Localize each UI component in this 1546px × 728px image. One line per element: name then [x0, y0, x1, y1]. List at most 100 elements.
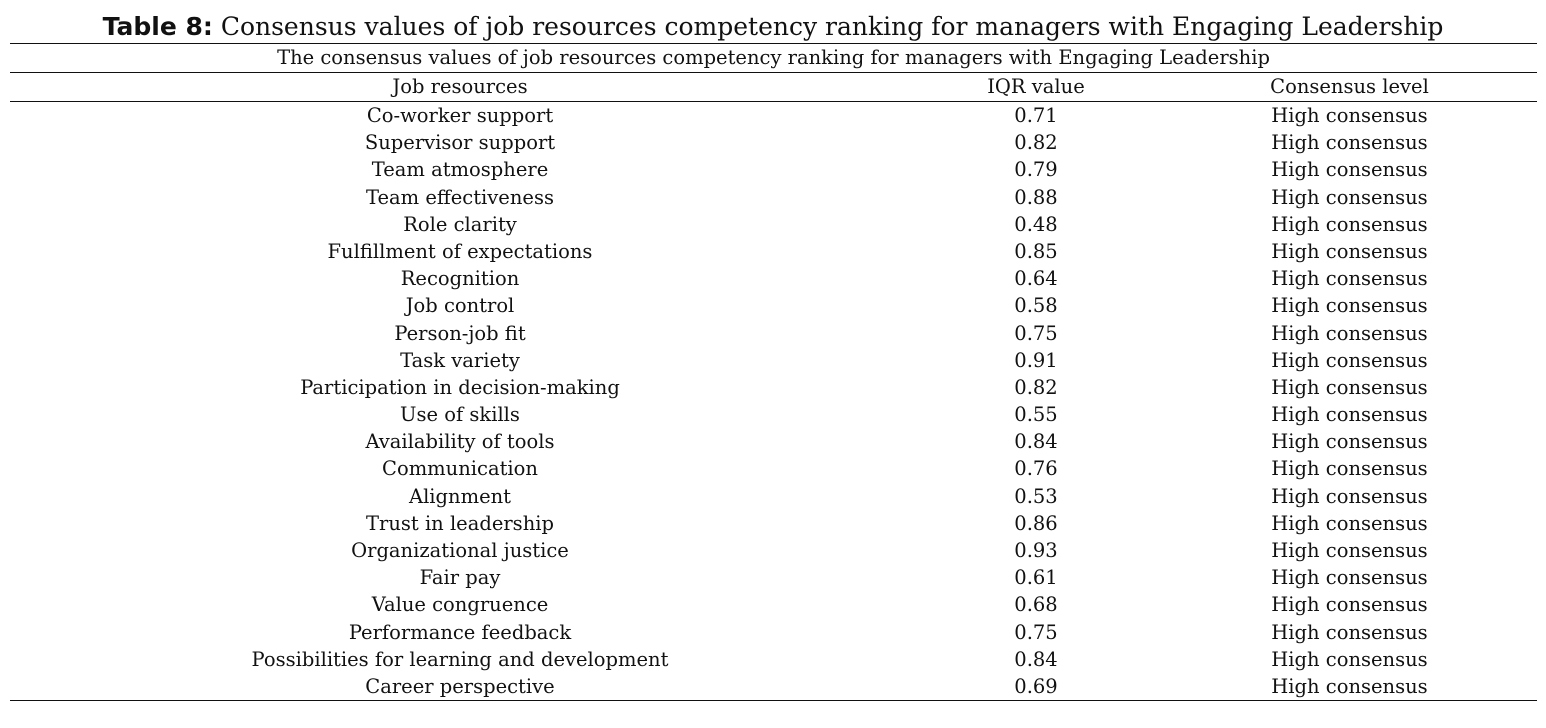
consensus-level-cell: High consensus [1271, 375, 1428, 399]
iqr-value-cell: 0.82 [1014, 375, 1058, 399]
job-resource-cell: Job control [405, 294, 515, 318]
consensus-level-cell: High consensus [1271, 104, 1428, 127]
job-resource-cell: Alignment [408, 484, 512, 508]
job-resource-cell: Fulfillment of expectations [327, 239, 593, 263]
consensus-level-cell: High consensus [1271, 511, 1428, 535]
consensus-level-cell: High consensus [1271, 430, 1428, 454]
iqr-value-cell: 0.69 [1014, 674, 1058, 698]
table-caption-text: Consensus values of job resources compet… [212, 12, 1444, 41]
iqr-value-cell: 0.84 [1014, 647, 1058, 671]
iqr-value-cell: 0.68 [1014, 593, 1058, 617]
table-row: Availability of tools 0.84 High consensus [10, 428, 1537, 455]
table-row: Job control 0.58 High consensus [10, 292, 1537, 319]
table-body: Co-worker support 0.71 High consensus Super… [10, 102, 1537, 700]
consensus-level-cell: High consensus [1271, 185, 1428, 209]
iqr-value-cell: 0.76 [1014, 457, 1058, 481]
job-resource-cell: Team effectiveness [366, 185, 554, 209]
header-consensus-level: Consensus level [1270, 75, 1429, 98]
iqr-value-cell: 0.61 [1014, 566, 1058, 590]
job-resource-cell: Supervisor support [364, 131, 556, 155]
subtitle-rule [10, 72, 1537, 73]
consensus-level-cell: High consensus [1271, 674, 1428, 698]
table-row: Value congruence 0.68 High consensus [10, 591, 1537, 618]
iqr-value-cell: 0.75 [1014, 620, 1058, 644]
iqr-value-cell: 0.93 [1014, 539, 1058, 562]
table-row: Possibilities for learning and developme… [10, 646, 1537, 673]
job-resource-cell: Use of skills [400, 403, 520, 427]
consensus-level-cell: High consensus [1271, 539, 1428, 562]
job-resource-cell: Performance feedback [348, 620, 572, 644]
job-resource-cell: Task variety [400, 348, 520, 372]
table-row: Alignment 0.53 High consensus [10, 483, 1537, 510]
job-resource-cell: Participation in decision-making [300, 375, 620, 399]
consensus-level-cell: High consensus [1271, 212, 1428, 236]
iqr-value-cell: 0.53 [1014, 484, 1058, 508]
consensus-table: The consensus values of job resources co… [10, 43, 1537, 702]
table-row: Participation in decision-making 0.82 High… [10, 374, 1537, 401]
iqr-value-cell: 0.86 [1014, 511, 1058, 535]
job-resource-cell: Co-worker support [366, 104, 554, 127]
consensus-level-cell: High consensus [1271, 131, 1428, 155]
consensus-level-cell: High consensus [1271, 348, 1428, 372]
iqr-value-cell: 0.85 [1014, 239, 1058, 263]
job-resource-cell: Possibilities for learning and developme… [251, 647, 669, 671]
iqr-value-cell: 0.88 [1014, 185, 1058, 209]
table-caption: Table 8: Consensus values of job resourc… [0, 10, 1546, 44]
iqr-value-cell: 0.79 [1014, 158, 1058, 182]
consensus-level-cell: High consensus [1271, 620, 1428, 644]
table-row: Fair pay 0.61 High consensus [10, 564, 1537, 591]
header-iqr-value: IQR value [987, 75, 1085, 98]
job-resource-cell: Career perspective [365, 674, 555, 698]
job-resource-cell: Person-job fit [394, 321, 526, 345]
table-row: Communication 0.76 High consensus [10, 455, 1537, 482]
iqr-value-cell: 0.82 [1014, 131, 1058, 155]
table-row: Recognition 0.64 High consensus [10, 265, 1537, 292]
job-resource-cell: Recognition [400, 267, 520, 291]
table-row: Organizational justice 0.93 High consensus [10, 537, 1537, 564]
table-row: Team atmosphere 0.79 High consensus [10, 156, 1537, 183]
table-caption-label: Table 8: [102, 12, 213, 41]
iqr-value-cell: 0.91 [1014, 348, 1058, 372]
consensus-level-cell: High consensus [1271, 647, 1428, 671]
iqr-value-cell: 0.55 [1014, 403, 1058, 427]
table-row: Team effectiveness 0.88 High consensus [10, 184, 1537, 211]
job-resource-cell: Role clarity [403, 212, 517, 236]
job-resource-cell: Communication [382, 457, 538, 481]
table-bottom-rule [10, 700, 1537, 702]
table-row: Fulfillment of expectations 0.85 High cons… [10, 238, 1537, 265]
job-resource-cell: Team atmosphere [371, 158, 549, 182]
table-row: Task variety 0.91 High consensus [10, 347, 1537, 374]
iqr-value-cell: 0.64 [1014, 267, 1058, 291]
iqr-value-cell: 0.84 [1014, 430, 1058, 454]
consensus-level-cell: High consensus [1271, 321, 1428, 345]
iqr-value-cell: 0.71 [1014, 104, 1058, 127]
table-subtitle: The consensus values of job resources co… [277, 46, 1270, 69]
consensus-level-cell: High consensus [1271, 484, 1428, 508]
iqr-value-cell: 0.58 [1014, 294, 1058, 318]
table-row: Role clarity 0.48 High consensus [10, 211, 1537, 238]
consensus-level-cell: High consensus [1271, 403, 1428, 427]
consensus-level-cell: High consensus [1271, 294, 1428, 318]
table-row: Person-job fit 0.75 High consensus [10, 320, 1537, 347]
consensus-level-cell: High consensus [1271, 239, 1428, 263]
job-resource-cell: Availability of tools [365, 430, 555, 454]
job-resource-cell: Fair pay [419, 566, 501, 590]
job-resource-cell: Organizational justice [351, 539, 569, 562]
table-row: Career perspective 0.69 High consensus [10, 673, 1537, 700]
table-row: Co-worker support 0.71 High consensus [10, 102, 1537, 129]
iqr-value-cell: 0.75 [1014, 321, 1058, 345]
table-row: Performance feedback 0.75 High consensus [10, 619, 1537, 646]
table-top-rule [10, 43, 1537, 44]
job-resource-cell: Value congruence [371, 593, 549, 617]
table-row: Trust in leadership 0.86 High consensus [10, 510, 1537, 537]
table-row: Use of skills 0.55 High consensus [10, 401, 1537, 428]
consensus-level-cell: High consensus [1271, 457, 1428, 481]
table-row: Supervisor support 0.82 High consensus [10, 129, 1537, 156]
job-resource-cell: Trust in leadership [366, 511, 554, 535]
consensus-level-cell: High consensus [1271, 267, 1428, 291]
iqr-value-cell: 0.48 [1014, 212, 1058, 236]
header-job-resources: Job resources [392, 75, 528, 98]
consensus-level-cell: High consensus [1271, 566, 1428, 590]
header-rule [10, 101, 1537, 102]
consensus-level-cell: High consensus [1271, 593, 1428, 617]
